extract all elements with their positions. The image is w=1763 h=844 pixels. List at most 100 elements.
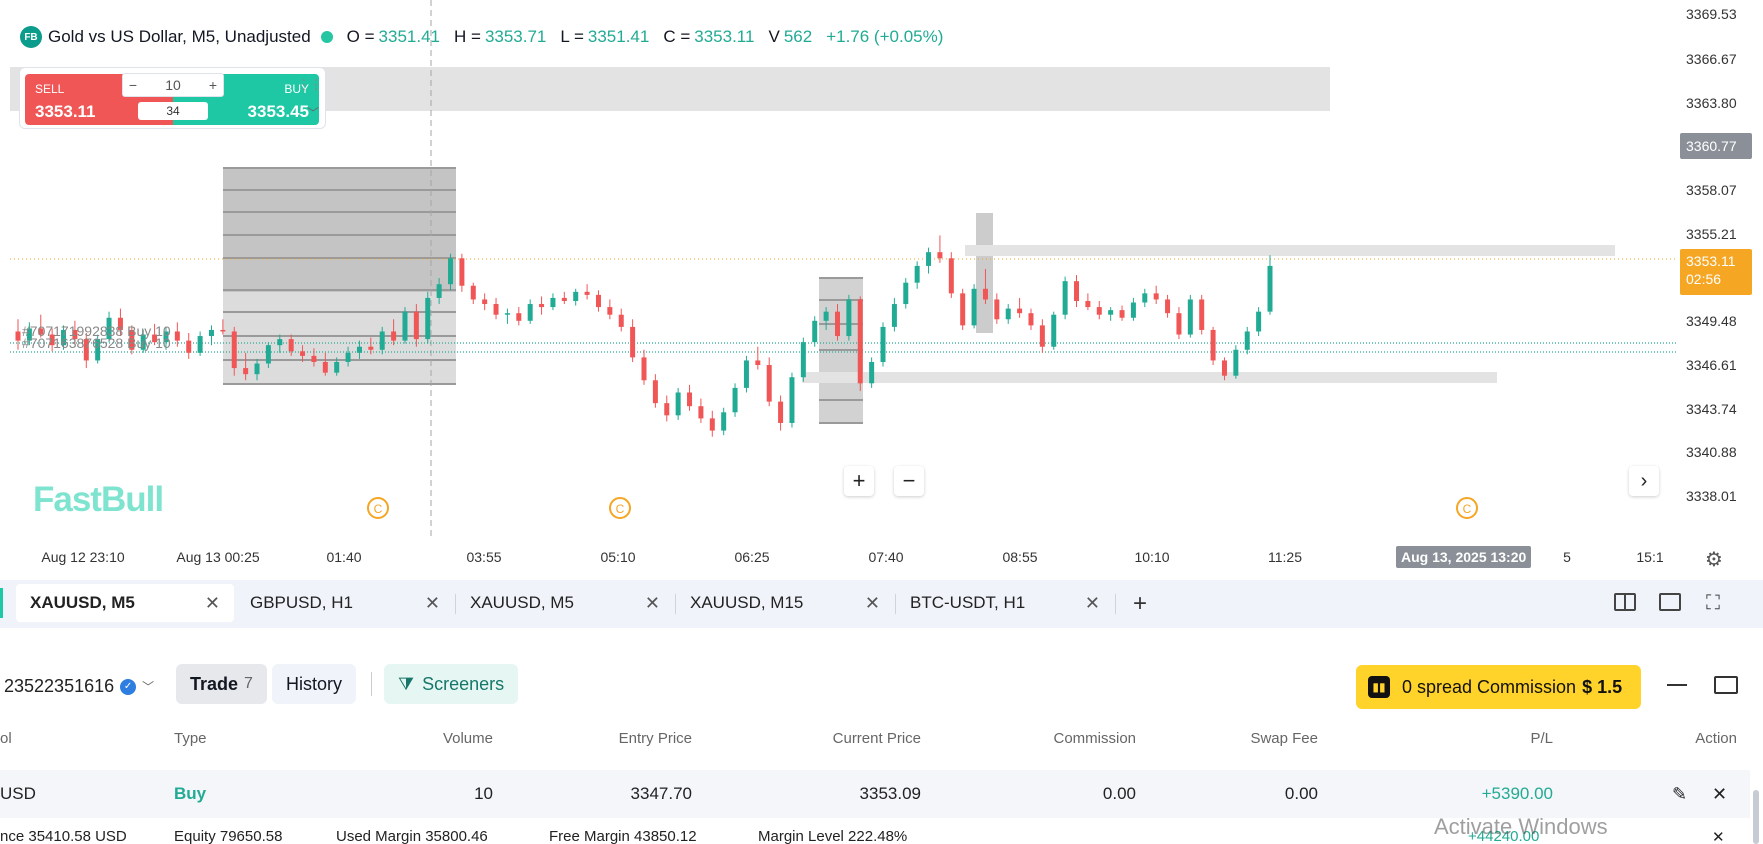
tabs-left-edge bbox=[0, 588, 3, 618]
price-chart[interactable]: #707171992838 Buy 10 #707163876528 Buy 1… bbox=[0, 0, 1763, 578]
candle-body bbox=[243, 368, 249, 375]
scroll-right-button[interactable]: › bbox=[1629, 466, 1659, 496]
chart-settings-gear-icon[interactable]: ⚙ bbox=[1705, 549, 1723, 571]
symbol-title[interactable]: Gold vs US Dollar, M5, Unadjusted bbox=[48, 27, 311, 46]
buy-label: BUY bbox=[284, 82, 309, 96]
candle-body bbox=[231, 331, 237, 369]
split-layout-icon[interactable] bbox=[1614, 593, 1636, 611]
tab-xauusd-m5[interactable]: XAUUSD, M5 ✕ bbox=[456, 584, 674, 622]
candle-body bbox=[493, 304, 499, 315]
candle-body bbox=[1233, 349, 1239, 376]
one-click-trade-widget: SELL 3353.11 BUY 3353.45 − 10 + 34 ⋮⋮ ﹀ bbox=[19, 67, 326, 129]
change-value: +1.76 (+0.05%) bbox=[826, 27, 944, 46]
candle-body bbox=[982, 288, 988, 300]
zoom-in-button[interactable]: + bbox=[844, 466, 874, 496]
candle-body bbox=[857, 299, 863, 384]
fastbull-watermark-logo: FastBull bbox=[33, 480, 164, 519]
candle bbox=[38, 314, 44, 338]
candle bbox=[664, 395, 670, 422]
quantity-stepper: − 10 + bbox=[122, 73, 224, 97]
price-tick-label: 3369.53 bbox=[1686, 6, 1737, 22]
candle-body bbox=[504, 313, 510, 315]
candle bbox=[516, 307, 522, 326]
trade-tab[interactable]: Trade 7 bbox=[176, 664, 267, 704]
candle-body bbox=[197, 336, 203, 353]
candle-body bbox=[26, 328, 32, 341]
time-tick-label: 06:25 bbox=[734, 549, 770, 565]
account-selector[interactable]: 23522351616 ✓ ﹀ bbox=[4, 676, 154, 697]
candle bbox=[630, 319, 636, 362]
add-tab-button[interactable]: + bbox=[1133, 590, 1148, 617]
candle bbox=[846, 294, 852, 341]
increase-quantity-button[interactable]: + bbox=[208, 77, 218, 93]
history-tab[interactable]: History bbox=[272, 664, 357, 704]
event-marker-2: C bbox=[609, 497, 631, 519]
spread-promo-banner[interactable]: ▮▮ 0 spread Commission $ 1.5 bbox=[1356, 665, 1641, 709]
candle bbox=[1108, 307, 1114, 321]
candle bbox=[504, 308, 510, 324]
minimize-panel-icon[interactable] bbox=[1667, 684, 1687, 686]
price-tick-label: 3358.07 bbox=[1686, 182, 1737, 199]
edit-position-pencil-icon[interactable]: ✎ bbox=[1672, 784, 1688, 804]
tab-divider bbox=[1115, 594, 1116, 614]
close-tab-icon[interactable]: ✕ bbox=[204, 592, 220, 613]
panel-scrollbar[interactable] bbox=[1753, 790, 1759, 844]
event-marker-1: C bbox=[367, 497, 389, 519]
col-type: Type bbox=[174, 730, 207, 747]
candle bbox=[800, 337, 806, 382]
decrease-quantity-button[interactable]: − bbox=[128, 77, 138, 93]
candle-body bbox=[1142, 293, 1148, 303]
time-axis[interactable]: Aug 12 23:10 Aug 13 00:25 01:40 03:55 05:10 0… bbox=[0, 540, 1676, 578]
chevron-down-icon[interactable]: ﹀ bbox=[306, 106, 319, 120]
candle bbox=[356, 340, 362, 359]
tab-btc-usdt-h1[interactable]: BTC-USDT, H1 ✕ bbox=[896, 584, 1114, 622]
market-status-dot-icon bbox=[320, 31, 333, 43]
time-tick-label: 03:55 bbox=[466, 549, 502, 565]
drag-handle-icon[interactable]: ⋮⋮ bbox=[297, 76, 323, 92]
candle-body bbox=[61, 329, 67, 346]
row-swap-fee: 0.00 bbox=[1284, 784, 1318, 803]
time-tick-label: 05:10 bbox=[600, 549, 636, 565]
table-row[interactable] bbox=[0, 770, 1750, 818]
candle bbox=[960, 288, 966, 330]
close-tab-icon[interactable]: ✕ bbox=[424, 592, 440, 613]
candle bbox=[1210, 326, 1216, 366]
candle-body bbox=[413, 311, 419, 340]
close-position-icon[interactable]: ✕ bbox=[1712, 784, 1728, 804]
candle-body bbox=[550, 297, 556, 308]
candle-body bbox=[1176, 313, 1182, 335]
tab-xauusd-m5-active[interactable]: XAUUSD, M5 ✕ bbox=[16, 584, 234, 622]
candle-body bbox=[15, 331, 21, 341]
chevron-down-icon[interactable]: ﹀ bbox=[142, 680, 155, 694]
price-axis[interactable]: 3369.53 3366.67 3363.80 3358.07 3355.21 3349.… bbox=[1676, 0, 1763, 540]
close-all-icon[interactable]: ✕ bbox=[1712, 829, 1725, 844]
tab-xauusd-m15[interactable]: XAUUSD, M15 ✕ bbox=[676, 584, 894, 622]
quantity-value[interactable]: 10 bbox=[165, 77, 181, 93]
chart-canvas[interactable]: #707171992838 Buy 10 #707163876528 Buy 1… bbox=[0, 0, 1676, 540]
candle bbox=[231, 326, 237, 376]
close-tab-icon[interactable]: ✕ bbox=[1084, 592, 1100, 613]
candle-body bbox=[208, 329, 214, 337]
candle-body bbox=[1256, 311, 1262, 332]
broker-logo-icon: FB bbox=[20, 26, 42, 48]
tab-gbpusd-h1[interactable]: GBPUSD, H1 ✕ bbox=[236, 584, 454, 622]
candle bbox=[823, 307, 829, 330]
fullscreen-icon[interactable]: ⛶ bbox=[1706, 592, 1720, 614]
close-tab-icon[interactable]: ✕ bbox=[644, 592, 660, 613]
close-tab-icon[interactable]: ✕ bbox=[864, 592, 880, 613]
maximize-panel-icon[interactable] bbox=[1714, 676, 1738, 694]
single-layout-icon[interactable] bbox=[1659, 593, 1681, 611]
candle bbox=[197, 331, 203, 356]
candle bbox=[584, 284, 590, 300]
zoom-out-button[interactable]: − bbox=[894, 466, 924, 496]
candle bbox=[1005, 304, 1011, 324]
candle-body bbox=[1005, 308, 1011, 320]
screeners-button[interactable]: ⧩ Screeners bbox=[384, 664, 519, 704]
candle-body bbox=[368, 346, 374, 350]
candle-body bbox=[516, 313, 522, 321]
candle-body bbox=[869, 361, 875, 384]
current-price-value: 3353.11 bbox=[1686, 253, 1736, 269]
time-tick-label: 07:40 bbox=[868, 549, 904, 565]
candle bbox=[243, 352, 249, 381]
